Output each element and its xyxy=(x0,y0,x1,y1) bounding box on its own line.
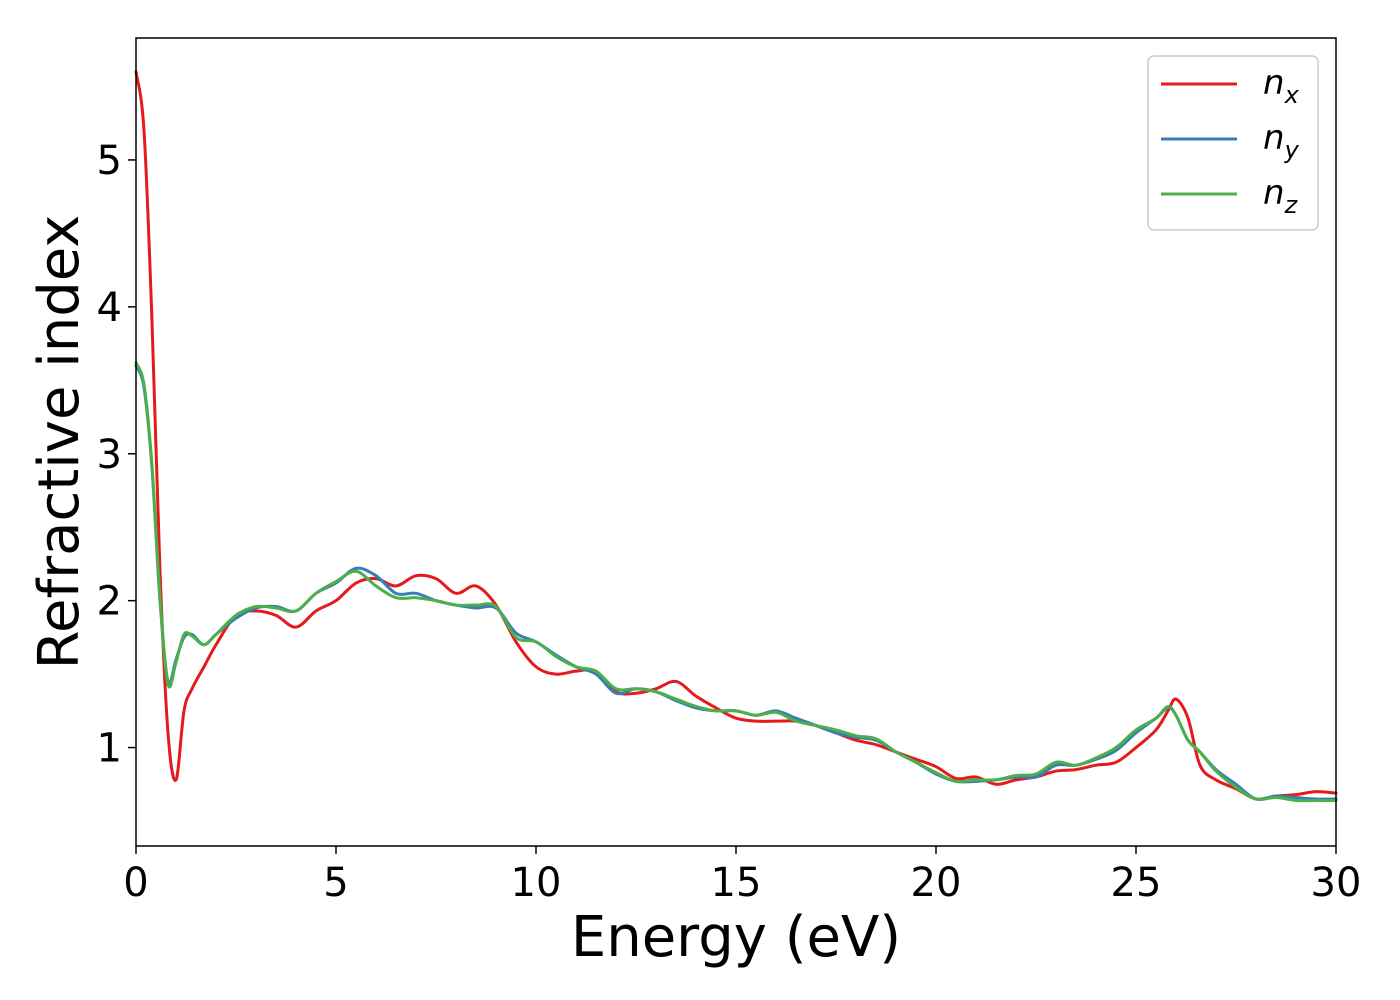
legend: nx ny nz xyxy=(1147,55,1319,231)
series-line-n-z xyxy=(134,361,1338,803)
x-tick-label: 5 xyxy=(323,860,348,906)
x-tick-label: 10 xyxy=(511,860,562,906)
x-tick-label: 20 xyxy=(911,860,962,906)
y-tick-label: 4 xyxy=(97,285,122,331)
x-tick-label: 0 xyxy=(123,860,148,906)
y-tick-label: 2 xyxy=(97,579,122,625)
y-tick-label: 5 xyxy=(97,138,122,184)
series-line-n-x xyxy=(134,70,1338,801)
x-tick-label: 25 xyxy=(1111,860,1162,906)
y-tick-label: 3 xyxy=(97,432,122,478)
series-layer xyxy=(134,70,1338,803)
legend-label-n-y: ny xyxy=(1263,118,1300,164)
legend-label-n-z: nz xyxy=(1263,173,1299,219)
legend-box xyxy=(1147,55,1319,231)
x-axis-ticks: 0 5 10 15 20 25 30 xyxy=(123,846,1361,906)
x-axis-title: Energy (eV) xyxy=(571,905,901,970)
legend-label-n-x: nx xyxy=(1263,63,1300,109)
y-axis-ticks: 1 2 3 4 5 xyxy=(97,138,136,772)
x-tick-label: 15 xyxy=(711,860,762,906)
x-tick-label: 30 xyxy=(1311,860,1362,906)
y-tick-label: 1 xyxy=(97,726,122,772)
y-axis-title: Refractive index xyxy=(27,215,92,670)
legend-entries: nx ny nz xyxy=(1161,63,1300,219)
